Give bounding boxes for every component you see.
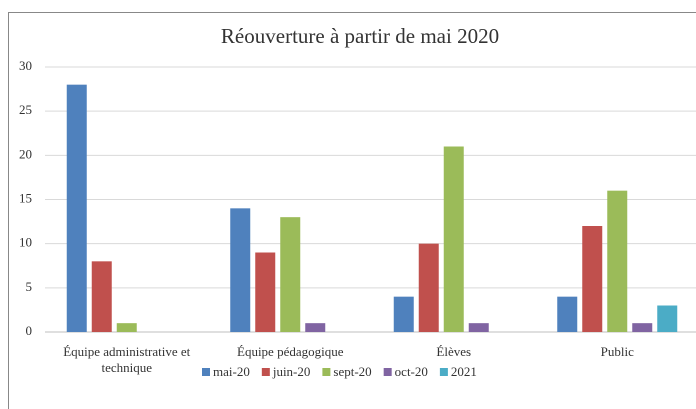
legend-label: sept-20 xyxy=(333,364,371,379)
x-tick-label: Élèves xyxy=(436,344,472,359)
chart-border xyxy=(8,12,696,409)
x-tick-label: Équipe pédagogique xyxy=(237,344,344,359)
bar xyxy=(230,208,251,332)
bar xyxy=(91,261,112,332)
bar xyxy=(418,243,439,332)
y-tick-label: 15 xyxy=(19,190,32,205)
bar xyxy=(468,323,489,332)
bar xyxy=(66,84,87,333)
bar xyxy=(557,296,578,332)
legend-label: mai-20 xyxy=(213,364,250,379)
y-tick-label: 20 xyxy=(19,146,32,161)
bar xyxy=(607,190,628,332)
bar xyxy=(280,217,301,332)
legend-label: juin-20 xyxy=(272,364,311,379)
bar xyxy=(116,323,137,332)
bar xyxy=(657,305,678,332)
x-tick-label: Équipe administrative et technique xyxy=(63,344,191,375)
y-tick-label: 10 xyxy=(19,235,32,250)
legend-swatch xyxy=(383,368,392,376)
bar xyxy=(582,226,603,332)
legend-swatch xyxy=(439,368,448,376)
y-tick-label: 25 xyxy=(19,102,32,117)
y-tick-label: 30 xyxy=(19,58,32,73)
y-tick-label: 0 xyxy=(26,323,33,338)
y-tick-label: 5 xyxy=(26,279,33,294)
bar xyxy=(305,323,326,332)
legend-swatch xyxy=(202,368,210,376)
bar xyxy=(632,323,653,332)
bar xyxy=(393,296,414,332)
x-tick-label: Public xyxy=(600,344,634,359)
legend-swatch xyxy=(261,368,270,376)
legend-label: oct-20 xyxy=(395,364,428,379)
chart-title: Réouverture à partir de mai 2020 xyxy=(221,24,499,48)
legend-swatch xyxy=(322,368,331,376)
bar xyxy=(443,146,464,332)
bar xyxy=(255,252,276,332)
legend-label: 2021 xyxy=(451,364,477,379)
